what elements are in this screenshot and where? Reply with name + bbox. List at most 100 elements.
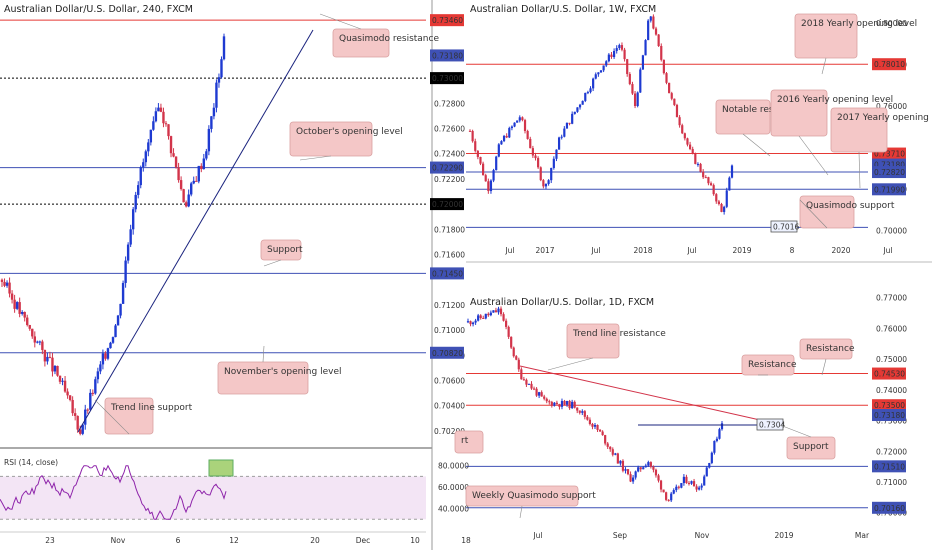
price-label-2-4: 0.70160 bbox=[872, 501, 906, 514]
candles-1w-body-41 bbox=[576, 107, 579, 112]
candles-1d-body-54 bbox=[604, 435, 607, 444]
candles-1w-body-96 bbox=[720, 203, 723, 212]
candles-1w-body-13 bbox=[502, 135, 506, 142]
candles-4h-body-52 bbox=[131, 209, 135, 230]
candles-1d-body-52 bbox=[598, 429, 602, 432]
candles-1d-body-50 bbox=[593, 424, 597, 427]
candles-1d-body-2 bbox=[471, 322, 475, 325]
candles-1d-body-7 bbox=[484, 313, 487, 319]
price-tick-0-7: 0.71000 bbox=[434, 326, 465, 335]
candles-1w-body-28 bbox=[542, 180, 545, 187]
candles-1w-body-7 bbox=[487, 181, 490, 192]
annotation-1-0: 2018 Yearly opening level bbox=[794, 13, 917, 75]
price-label-text-0-1: 0.73180 bbox=[432, 51, 463, 60]
candles-4h-body-20 bbox=[51, 357, 54, 372]
candles-1w-body-72 bbox=[657, 34, 660, 46]
price-label-box-2-2 bbox=[872, 409, 906, 422]
candles-1d-body-0 bbox=[466, 321, 470, 323]
candles-4h-body-59 bbox=[149, 129, 153, 143]
candles-1d-body-32 bbox=[548, 401, 551, 403]
annotation-text-1-1: Notable resistance bbox=[722, 105, 807, 115]
rsi-band bbox=[0, 476, 426, 520]
candles-1d-body-86 bbox=[685, 476, 688, 483]
candles-1d-body-96 bbox=[710, 452, 713, 463]
candles-1d-body-85 bbox=[682, 476, 685, 484]
candles-1w-body-37 bbox=[565, 122, 569, 129]
price-label-box-0-2 bbox=[430, 72, 464, 85]
candles-4h-body-1 bbox=[3, 281, 6, 286]
trend-line-support bbox=[77, 29, 314, 433]
candles-1d-body-20 bbox=[517, 359, 520, 370]
candles-1d-body-13 bbox=[499, 308, 503, 315]
candles-1d-body-81 bbox=[672, 490, 675, 494]
annotation-2-4: Weekly Quasimodo support bbox=[465, 485, 596, 519]
price-tick-0-6: 0.71200 bbox=[434, 301, 465, 310]
annotation-text-0-1: October's opening level bbox=[296, 127, 403, 137]
price-label-box-1-4 bbox=[872, 183, 906, 196]
x-tick-0-3: 12 bbox=[229, 536, 239, 545]
price-tick-2-5: 0.72000 bbox=[876, 447, 907, 456]
candles-1w-body-20 bbox=[521, 117, 524, 121]
price-label-text-0-3: 0.72290 bbox=[432, 164, 463, 173]
candles-1d-body-65 bbox=[632, 477, 635, 482]
price-label-text-1-2: 0.73180 bbox=[874, 161, 905, 170]
x-tick-1-8: Jul bbox=[882, 246, 892, 255]
annotation-1-3: 2017 Yearly opening level bbox=[830, 107, 932, 189]
x-tick-2-0: Jul bbox=[532, 531, 542, 540]
annotation-text-2-2: Resistance bbox=[806, 344, 855, 354]
candles-1w-body-92 bbox=[709, 183, 713, 186]
candles-4h-body-64 bbox=[162, 111, 165, 124]
candles-1w-body-39 bbox=[571, 113, 574, 124]
candles-1d-body-37 bbox=[560, 400, 564, 407]
candles-1w-body-21 bbox=[523, 120, 527, 131]
price-label-box-0-4 bbox=[430, 198, 464, 211]
candles-1w-body-42 bbox=[578, 104, 582, 108]
candles-4h-body-40 bbox=[101, 353, 105, 365]
candles-1w-body-98 bbox=[725, 190, 728, 207]
candles-1d-body-15 bbox=[505, 320, 508, 327]
candles-4h-body-77 bbox=[195, 180, 198, 182]
candles-1w-body-32 bbox=[552, 158, 555, 168]
candles-4h-body-66 bbox=[167, 124, 170, 137]
candles-1w-body-6 bbox=[484, 175, 487, 182]
candles-1d-body-41 bbox=[571, 401, 574, 409]
candles-1d-body-49 bbox=[591, 424, 594, 427]
candles-1d-body-23 bbox=[525, 379, 528, 385]
candles-4h-body-22 bbox=[56, 365, 59, 376]
candles-1d-body-19 bbox=[515, 356, 518, 360]
x-tick-1-2: Jul bbox=[590, 246, 600, 255]
candles-4h-body-30 bbox=[76, 415, 79, 430]
annotation-text-1-4: Quasimodo support bbox=[806, 201, 895, 211]
price-label-text-0-4: 0.72000 bbox=[432, 200, 463, 209]
candles-1w-body-47 bbox=[592, 78, 595, 89]
candles-1w-body-79 bbox=[675, 104, 679, 118]
candles-1w-body-33 bbox=[555, 149, 558, 159]
candles-4h-body-79 bbox=[200, 165, 203, 170]
candles-1w-body-94 bbox=[715, 194, 718, 202]
x-tick-0-5: Dec bbox=[356, 536, 371, 545]
price-label-text-2-1: 0.73500 bbox=[874, 401, 905, 410]
candles-1w-body-59 bbox=[623, 49, 626, 60]
x-tick-0-2: 6 bbox=[176, 536, 181, 545]
candles-1w-body-11 bbox=[497, 144, 500, 157]
candles-4h-body-13 bbox=[33, 336, 36, 343]
candles-1d-body-21 bbox=[520, 369, 523, 380]
candles-1d-body-100 bbox=[720, 423, 724, 430]
candles-1w-body-22 bbox=[526, 130, 529, 139]
candles-1d-body-16 bbox=[507, 326, 510, 337]
candles-1d-body-35 bbox=[555, 402, 558, 405]
annotation-text-2-1: Resistance bbox=[748, 360, 797, 370]
x-tick-0-0: 23 bbox=[45, 536, 55, 545]
price-label-0-2: 0.73000 bbox=[430, 72, 464, 85]
candles-1w-body-83 bbox=[686, 138, 689, 145]
annotation-text-0-4: Trend line support bbox=[110, 403, 193, 413]
annotation-pointer-0-0 bbox=[319, 13, 362, 30]
candles-1w-body-55 bbox=[613, 51, 616, 57]
candles-4h-body-84 bbox=[212, 107, 216, 117]
candles-1w-body-3 bbox=[476, 150, 479, 157]
x-tick-0-7: 18 bbox=[461, 536, 471, 545]
price-label-text-2-2: 0.73180 bbox=[874, 411, 905, 420]
price-tick-1-0: 0.80000 bbox=[876, 19, 907, 28]
value-box-frame-1 bbox=[770, 220, 798, 233]
annotation-text-2-3: Support bbox=[793, 442, 829, 452]
